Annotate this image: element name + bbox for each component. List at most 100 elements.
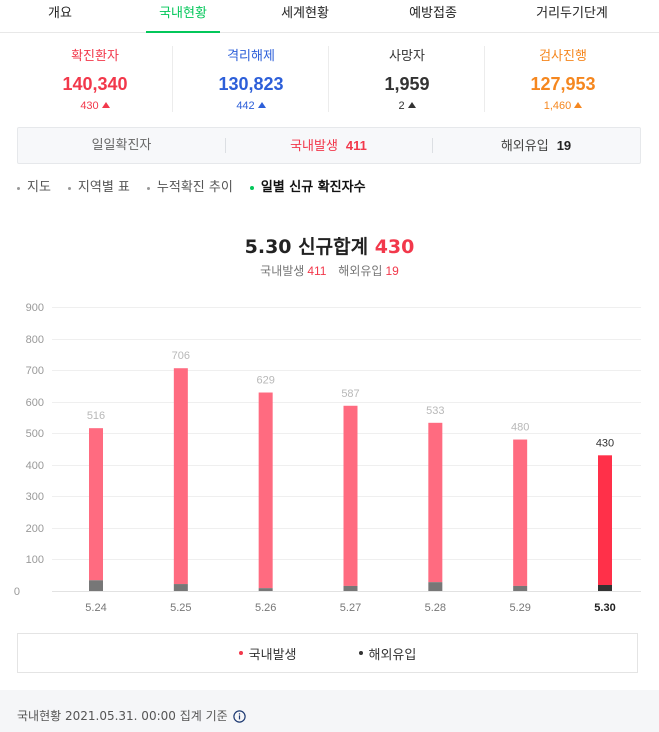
bar-domestic[interactable] [343, 405, 358, 586]
y-axis-tick-label: 300 [26, 491, 44, 503]
bar-group[interactable] [428, 422, 443, 591]
bullet-icon [146, 186, 150, 190]
chart-legend: 국내발생 해외유입 [17, 633, 638, 673]
filter-cumulative-trend[interactable]: 누적확진 추이 [146, 180, 233, 196]
tab-overview[interactable]: 개요 [48, 6, 72, 21]
bar-domestic[interactable] [258, 392, 273, 589]
tab-vaccination[interactable]: 예방접종 [409, 6, 457, 21]
y-axis-tick-label: 900 [26, 302, 44, 314]
chart-view-filters: 지도 지역별 표 누적확진 추이 일별 신규 확진자수 [17, 180, 383, 196]
daily-title-label: 일일확진자 [91, 138, 152, 153]
bar-value-label: 706 [172, 350, 190, 362]
bar-value-label: 587 [341, 388, 359, 400]
tab-world-status[interactable]: 세계현황 [281, 6, 329, 21]
bar-value-label: 516 [87, 410, 105, 422]
bar-group[interactable] [598, 455, 612, 591]
chart-y-axis: 0 100 200 300 400 500 600 700 800 900 [14, 302, 44, 598]
bar-overseas[interactable] [89, 580, 103, 591]
chart-subtitle-overseas-label: 해외유입 [338, 264, 383, 278]
daily-domestic: 국내발생 411 [225, 128, 432, 163]
bar-domestic[interactable] [598, 455, 612, 586]
daily-overseas-value: 19 [556, 138, 572, 153]
bar-overseas[interactable] [343, 585, 358, 591]
bar-group[interactable] [513, 439, 528, 591]
bar-group[interactable] [89, 428, 103, 591]
footer-note: 국내현황 2021.05.31. 00:00 집계 기준 [17, 708, 246, 724]
info-icon[interactable] [232, 709, 246, 723]
stat-delta: 430 [17, 99, 173, 113]
chart-title-total: 430 [374, 236, 415, 258]
y-axis-tick-label: 100 [26, 554, 44, 566]
bar-overseas[interactable] [513, 585, 528, 591]
bar-value-label: 430 [596, 437, 614, 449]
bar-value-label: 480 [511, 422, 529, 434]
x-axis-tick-label: 5.26 [255, 602, 276, 614]
daily-domestic-value: 411 [345, 138, 367, 153]
increase-arrow-icon [407, 102, 416, 108]
bar-overseas[interactable] [428, 582, 443, 591]
chart-title: 5.30 신규합계 430 [0, 235, 659, 259]
tab-domestic-status[interactable]: 국내현황 [146, 0, 220, 33]
bar-domestic[interactable] [428, 422, 443, 583]
filter-daily-new-cases[interactable]: 일별 신규 확진자수 [249, 180, 366, 196]
legend-item-overseas[interactable]: 해외유입 [358, 644, 417, 663]
stat-value: 1,959 [384, 74, 430, 94]
stat-released: 격리해제 130,823 442 [173, 46, 329, 114]
footer: 국내현황 2021.05.31. 00:00 집계 기준 [0, 690, 659, 732]
bar-domestic[interactable] [513, 439, 528, 586]
stat-delta: 2 [329, 99, 485, 113]
bar-group[interactable] [343, 405, 358, 591]
increase-arrow-icon [101, 102, 110, 108]
chart-title-date: 5.30 [244, 236, 292, 258]
stat-label: 검사진행 [539, 49, 587, 64]
filter-region-table[interactable]: 지역별 표 [67, 180, 130, 196]
stat-value: 127,953 [530, 74, 596, 94]
bar-overseas[interactable] [598, 585, 612, 591]
legend-label: 해외유입 [368, 647, 417, 663]
bar-domestic[interactable] [173, 368, 188, 585]
legend-dot-icon [358, 651, 363, 655]
tab-distancing-level[interactable]: 거리두기단계 [536, 6, 608, 21]
daily-divider [432, 138, 433, 153]
bullet-icon [17, 186, 20, 190]
filter-label: 누적확진 추이 [156, 180, 233, 195]
increase-arrow-icon [574, 102, 583, 108]
filter-map[interactable]: 지도 [17, 180, 51, 196]
bar-group[interactable] [258, 392, 273, 591]
legend-dot-icon [238, 651, 243, 655]
legend-item-domestic[interactable]: 국내발생 [238, 644, 297, 663]
daily-overseas-label: 해외유입 [500, 139, 549, 154]
stat-divider [328, 46, 329, 112]
x-axis-tick-label: 5.29 [509, 602, 530, 614]
stat-deaths: 사망자 1,959 2 [329, 46, 485, 114]
x-axis-tick-label: 5.28 [425, 602, 446, 614]
daily-divider [225, 138, 226, 153]
top-tab-bar: 개요 국내현황 세계현황 예방접종 거리두기단계 [0, 0, 659, 33]
bar-value-label: 533 [426, 405, 444, 417]
stat-label: 사망자 [389, 49, 425, 64]
bar-group[interactable] [173, 368, 188, 591]
bar-domestic[interactable] [89, 428, 103, 581]
y-axis-tick-label: 400 [26, 460, 44, 472]
footer-text: 국내현황 2021.05.31. 00:00 집계 기준 [17, 709, 228, 723]
daily-confirmed-summary: 일일확진자 국내발생 411 해외유입 19 [17, 127, 641, 164]
bar-value-label: 629 [256, 375, 274, 387]
bullet-icon [67, 186, 71, 190]
stat-testing: 검사진행 127,953 1,460 [485, 46, 641, 114]
stat-label: 격리해제 [227, 49, 275, 64]
stat-value: 140,340 [62, 74, 128, 94]
bar-overseas[interactable] [258, 588, 273, 591]
bullet-icon [249, 186, 254, 190]
filter-label: 지역별 표 [77, 180, 130, 195]
chart-bars [89, 368, 612, 591]
legend-label: 국내발생 [248, 647, 297, 663]
stat-delta-value: 442 [236, 100, 255, 112]
filter-label: 지도 [27, 180, 51, 195]
y-axis-tick-label: 600 [26, 397, 44, 409]
stat-delta-value: 1,460 [543, 100, 572, 112]
chart-subtitle-overseas-value: 19 [385, 264, 399, 278]
stat-divider [172, 46, 173, 112]
bar-overseas[interactable] [173, 584, 188, 591]
y-axis-tick-label: 700 [26, 365, 44, 377]
filter-label: 일별 신규 확진자수 [260, 180, 366, 195]
